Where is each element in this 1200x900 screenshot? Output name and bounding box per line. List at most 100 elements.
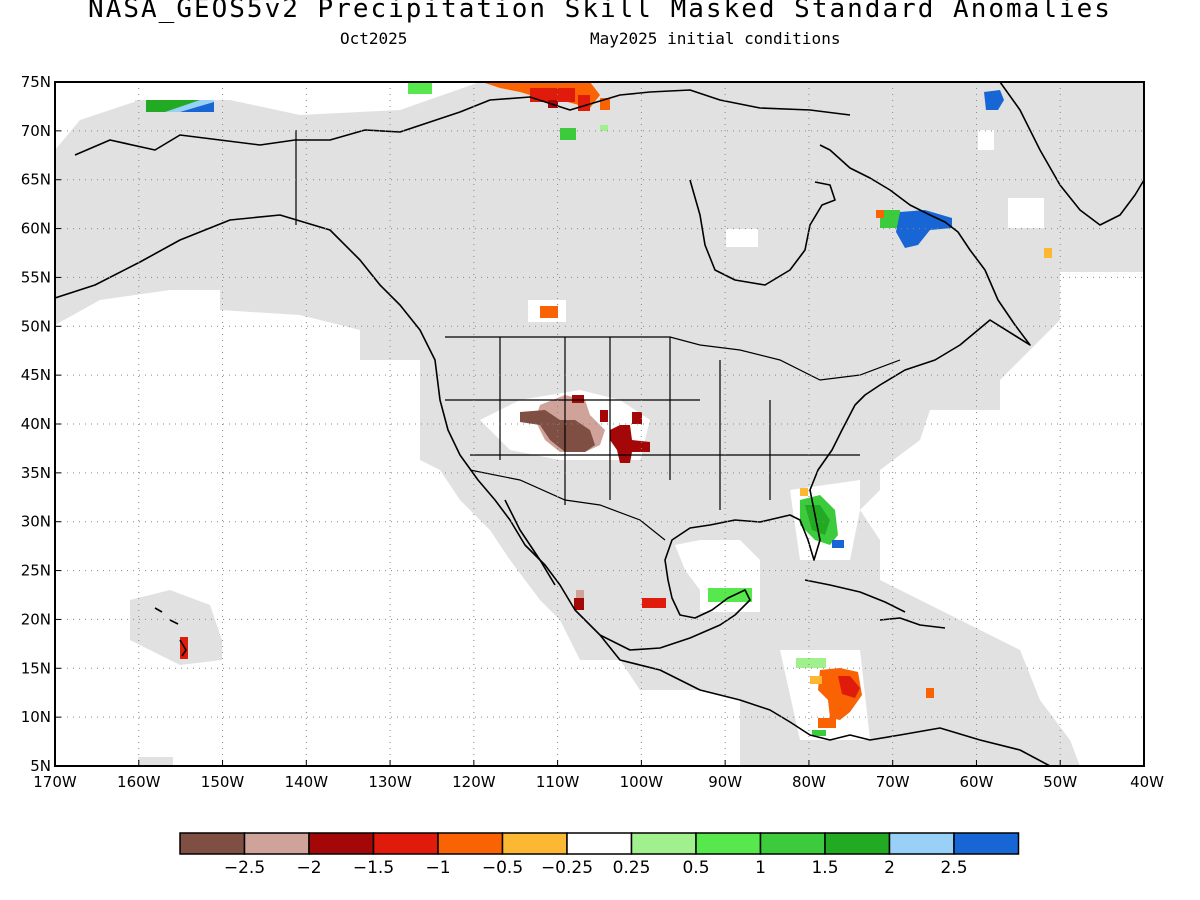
mask-hawaii bbox=[130, 590, 222, 665]
latitude-tick-label: 35N bbox=[21, 464, 51, 482]
colorbar-swatch bbox=[437, 832, 504, 855]
latitude-tick-label: 50N bbox=[21, 317, 51, 335]
border-us-canada bbox=[445, 336, 901, 381]
colorbar-label: 0.25 bbox=[613, 858, 651, 878]
colorbar-label: −2 bbox=[296, 858, 321, 878]
colorbar-swatch bbox=[243, 832, 310, 855]
anomaly-cell bbox=[600, 125, 608, 131]
coast-hawaii-2 bbox=[169, 619, 179, 625]
coast-cuba bbox=[804, 579, 906, 613]
anomaly-cell bbox=[800, 488, 808, 496]
colorbar-label: 2 bbox=[884, 858, 895, 878]
longitude-labels: 170W 160W 150W 140W 130W 120W 110W 100W 90W 80W 70… bbox=[33, 760, 1164, 791]
anomaly-cell bbox=[180, 102, 214, 112]
colorbar-label: 2.5 bbox=[940, 858, 967, 878]
longitude-tick-label: 160W bbox=[117, 773, 161, 791]
longitude-tick-label: 120W bbox=[452, 773, 496, 791]
longitude-tick-label: 170W bbox=[33, 773, 77, 791]
latitude-tick-label: 20N bbox=[21, 610, 51, 628]
longitude-tick-label: 60W bbox=[960, 773, 994, 791]
hole-labrador bbox=[1008, 198, 1044, 228]
hole-quebec bbox=[726, 229, 758, 247]
longitude-tick-label: 80W bbox=[792, 773, 826, 791]
coast-hawaii-1 bbox=[154, 607, 163, 613]
colorbar-label: 0.5 bbox=[682, 858, 709, 878]
gridlines bbox=[55, 82, 1144, 766]
colorbar-swatch bbox=[630, 832, 697, 855]
anomaly-cell bbox=[810, 676, 822, 684]
colorbar-swatch bbox=[759, 832, 826, 855]
anomaly-cell bbox=[610, 425, 650, 463]
anomaly-cell bbox=[578, 95, 590, 111]
initial-conditions: May2025 initial conditions bbox=[590, 29, 841, 48]
coast-hawaii-3 bbox=[179, 639, 187, 657]
plot-area bbox=[55, 82, 1144, 766]
latitude-tick-label: 25N bbox=[21, 562, 51, 580]
colorbar-label: −0.25 bbox=[541, 858, 593, 878]
mask-pacific-south bbox=[138, 757, 173, 766]
longitude-tick-label: 50W bbox=[1043, 773, 1077, 791]
coast-arctic bbox=[74, 89, 851, 156]
colorbar-label: 1 bbox=[755, 858, 766, 878]
latitude-tick-label: 70N bbox=[21, 122, 51, 140]
longitude-tick-label: 40W bbox=[1130, 773, 1164, 791]
longitude-tick-label: 70W bbox=[876, 773, 910, 791]
longitude-tick-label: 90W bbox=[708, 773, 742, 791]
colorbar: −2.5 −2 −1.5 −1 −0.5 −0.25 0.25 0.5 1 1.5 2 2.5 bbox=[179, 832, 1020, 878]
anomaly-cell bbox=[838, 676, 860, 698]
anomaly-cell bbox=[632, 412, 642, 424]
border-us-mexico bbox=[469, 469, 666, 541]
anomaly-cell bbox=[642, 598, 666, 608]
latitude-labels: 5N 10N 15N 20N 25N 30N 35N 40N 45N 50N 55N 60N 65N 70… bbox=[21, 73, 61, 775]
longitude-tick-label: 110W bbox=[536, 773, 580, 791]
coast-baja bbox=[504, 499, 556, 586]
latitude-tick-label: 30N bbox=[21, 513, 51, 531]
latitude-tick-label: 60N bbox=[21, 220, 51, 238]
anomaly-cell bbox=[600, 410, 608, 422]
latitude-tick-label: 10N bbox=[21, 708, 51, 726]
map-title: NASA_GEOS5v2 Precipitation Skill Masked … bbox=[88, 0, 1112, 24]
anomaly-cell bbox=[600, 98, 610, 110]
political-borders bbox=[295, 130, 901, 541]
anomaly-cell bbox=[926, 688, 934, 698]
colorbar-swatch bbox=[695, 832, 762, 855]
longitude-tick-label: 100W bbox=[620, 773, 664, 791]
colorbar-swatch bbox=[824, 832, 891, 855]
colorbar-swatch bbox=[888, 832, 955, 855]
colorbar-swatch bbox=[308, 832, 375, 855]
colorbar-swatch bbox=[953, 832, 1020, 855]
anomaly-cell bbox=[572, 395, 584, 403]
anomaly-cell bbox=[876, 210, 884, 218]
colorbar-label: −1 bbox=[425, 858, 450, 878]
latitude-tick-label: 75N bbox=[21, 73, 51, 91]
latitude-tick-label: 15N bbox=[21, 659, 51, 677]
colorbar-label: −1.5 bbox=[353, 858, 394, 878]
latitude-tick-label: 5N bbox=[30, 757, 51, 775]
colorbar-swatch bbox=[372, 832, 439, 855]
anomaly-cell bbox=[560, 128, 576, 140]
anomaly-cell bbox=[540, 306, 558, 318]
anomaly-cell bbox=[796, 658, 826, 668]
colorbar-label: 1.5 bbox=[811, 858, 838, 878]
colorbar-swatch bbox=[501, 832, 568, 855]
hole-gulf bbox=[675, 540, 760, 590]
hole-greenland bbox=[978, 130, 994, 150]
anomaly-cell bbox=[984, 90, 1004, 110]
anomaly-cell bbox=[818, 718, 836, 728]
anomaly-cell bbox=[805, 505, 830, 535]
anomaly-cell bbox=[880, 210, 900, 228]
colorbar-swatch bbox=[566, 832, 633, 855]
anomaly-cell bbox=[832, 540, 844, 548]
coast-greenland bbox=[999, 82, 1144, 226]
latitude-tick-label: 40N bbox=[21, 415, 51, 433]
coast-hudson-bay bbox=[689, 179, 836, 286]
longitude-tick-label: 140W bbox=[285, 773, 329, 791]
anomaly-cell bbox=[812, 730, 826, 736]
colorbar-label: −2.5 bbox=[224, 858, 265, 878]
latitude-tick-label: 45N bbox=[21, 366, 51, 384]
anomaly-cell bbox=[574, 598, 584, 610]
latitude-tick-label: 55N bbox=[21, 268, 51, 286]
longitude-tick-label: 150W bbox=[201, 773, 245, 791]
anomaly-cell bbox=[408, 82, 432, 94]
